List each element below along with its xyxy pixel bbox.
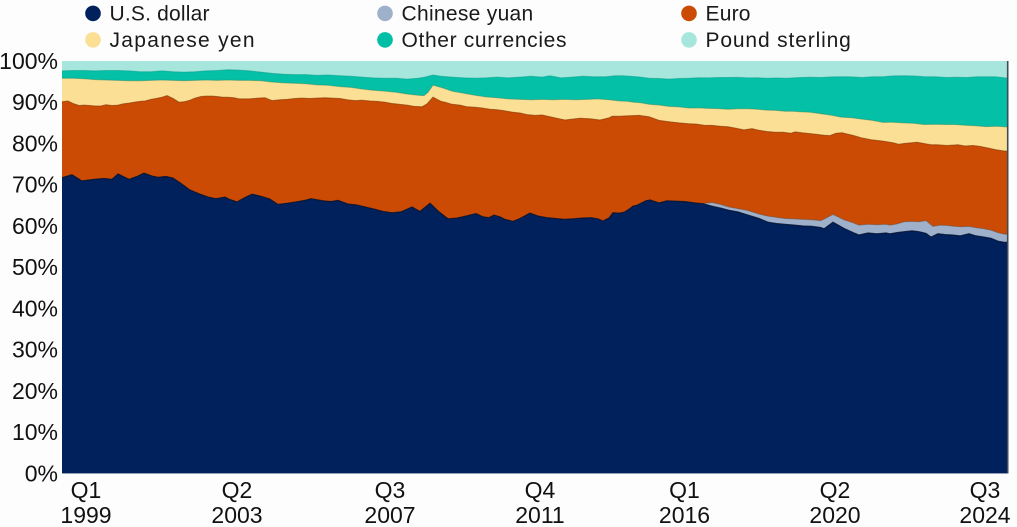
svg-text:2016: 2016 [659, 502, 710, 527]
svg-text:2020: 2020 [809, 502, 860, 527]
svg-text:2003: 2003 [211, 502, 262, 527]
svg-text:Q3: Q3 [970, 477, 1001, 503]
svg-text:0%: 0% [25, 460, 58, 486]
svg-text:30%: 30% [12, 337, 58, 363]
svg-text:70%: 70% [12, 172, 58, 198]
svg-text:Q2: Q2 [222, 477, 253, 503]
svg-text:Other currencies: Other currencies [402, 29, 568, 52]
svg-text:2024: 2024 [959, 502, 1010, 527]
svg-text:80%: 80% [12, 131, 58, 157]
svg-text:Japanese yen: Japanese yen [110, 29, 256, 52]
svg-text:90%: 90% [12, 89, 58, 115]
svg-text:1999: 1999 [60, 502, 111, 527]
svg-text:Chinese yuan: Chinese yuan [402, 3, 534, 26]
svg-text:40%: 40% [12, 295, 58, 321]
svg-text:60%: 60% [12, 213, 58, 239]
svg-text:Euro: Euro [706, 3, 751, 26]
svg-text:50%: 50% [12, 254, 58, 280]
svg-text:Q1: Q1 [71, 477, 102, 503]
svg-text:Q3: Q3 [375, 477, 406, 503]
svg-text:2011: 2011 [515, 502, 564, 527]
svg-text:Q2: Q2 [820, 477, 851, 503]
svg-text:U.S. dollar: U.S. dollar [110, 3, 210, 26]
svg-text:2007: 2007 [364, 502, 415, 527]
svg-text:100%: 100% [0, 48, 58, 74]
svg-text:Q1: Q1 [669, 477, 700, 503]
svg-text:Q4: Q4 [525, 477, 556, 503]
svg-text:Pound sterling: Pound sterling [706, 29, 852, 52]
svg-text:10%: 10% [12, 419, 58, 445]
svg-text:20%: 20% [12, 378, 58, 404]
